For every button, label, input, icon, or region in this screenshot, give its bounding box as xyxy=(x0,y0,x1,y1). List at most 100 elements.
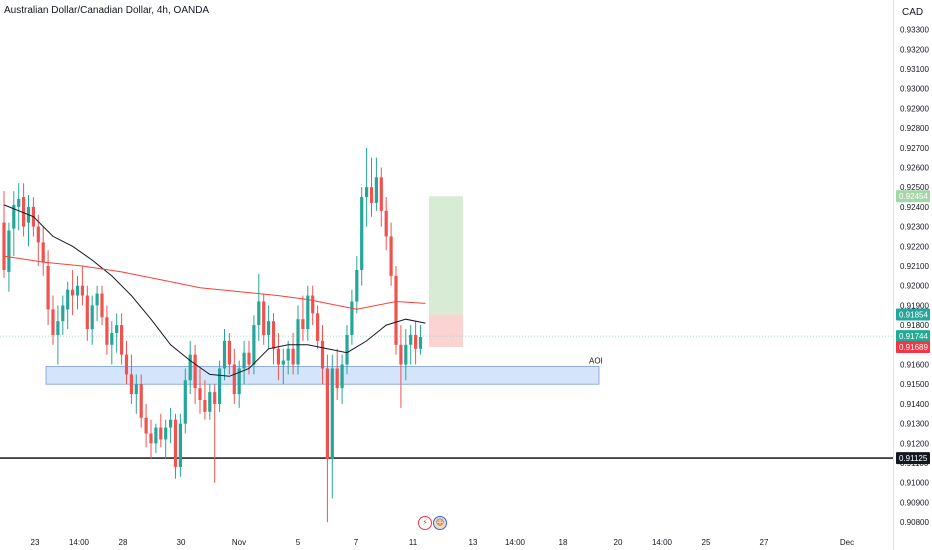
price-tick: 0.91800 xyxy=(900,321,929,330)
candle xyxy=(56,305,60,365)
candle-body xyxy=(360,197,364,270)
candle-body xyxy=(335,368,339,389)
candle xyxy=(374,157,378,211)
candle xyxy=(355,256,359,314)
candle-body xyxy=(355,269,359,302)
candle-body xyxy=(286,348,290,361)
candle-body xyxy=(61,305,65,322)
candle xyxy=(276,332,280,381)
candle-body xyxy=(399,344,403,365)
last-price-label-text: 0.91744 xyxy=(899,332,928,341)
candle xyxy=(369,157,374,217)
candle-body xyxy=(237,368,241,395)
price-tick: 0.93100 xyxy=(900,65,929,74)
candle-body xyxy=(291,348,295,365)
price-tick: 0.91600 xyxy=(900,361,929,370)
time-tick: 13 xyxy=(469,538,478,547)
candle-body xyxy=(384,210,388,237)
candle-body xyxy=(173,419,178,467)
candle xyxy=(384,197,388,251)
stop-zone xyxy=(429,314,463,347)
price-tick: 0.92000 xyxy=(900,282,929,291)
price-tick: 0.91900 xyxy=(900,301,929,310)
candle xyxy=(404,329,408,381)
candle-body xyxy=(56,321,60,335)
candle-body xyxy=(281,360,285,365)
price-tick: 0.90800 xyxy=(900,518,929,527)
candle xyxy=(17,183,21,231)
candle xyxy=(26,195,31,247)
time-tick: 14:00 xyxy=(505,538,526,547)
candle xyxy=(75,275,80,310)
candle xyxy=(124,340,129,385)
candle xyxy=(222,329,227,381)
price-tick: 0.91400 xyxy=(900,400,929,409)
candle xyxy=(350,289,354,345)
time-tick: 28 xyxy=(119,538,128,547)
candle xyxy=(399,325,403,408)
candle-body xyxy=(301,319,305,330)
candle-body xyxy=(100,293,104,318)
flash-icon[interactable]: ⚡ xyxy=(418,516,432,530)
candle xyxy=(394,266,398,355)
candle-body xyxy=(271,321,276,349)
time-tick: 18 xyxy=(559,538,568,547)
candle-body xyxy=(198,388,202,400)
candle xyxy=(237,360,241,408)
last-price-label: 0.91744 xyxy=(896,330,930,343)
candle-body xyxy=(110,332,114,345)
candle xyxy=(183,368,187,434)
candle xyxy=(291,332,295,375)
candle xyxy=(115,313,119,353)
candle-body xyxy=(242,352,246,369)
target-level-label-text: 0.91854 xyxy=(899,310,928,319)
candle xyxy=(80,266,84,306)
candle-body xyxy=(306,295,310,330)
candle-body xyxy=(345,334,349,365)
candle xyxy=(345,325,349,375)
candle xyxy=(95,285,99,322)
candle-body xyxy=(12,204,16,229)
candle-body xyxy=(330,368,334,460)
stop-level-label-text: 0.91689 xyxy=(899,343,928,352)
candle xyxy=(208,384,212,420)
candle-body xyxy=(164,427,168,440)
avatar-icon[interactable]: ☺ xyxy=(433,516,447,530)
candle xyxy=(2,191,6,278)
candle-body xyxy=(90,305,94,330)
candle xyxy=(409,325,413,365)
candle xyxy=(227,332,231,375)
price-tick: 0.92500 xyxy=(900,183,929,192)
candle-body xyxy=(71,289,75,296)
candle-body xyxy=(350,301,354,335)
support-level-label-text: 0.91125 xyxy=(899,454,928,463)
candle xyxy=(360,187,364,286)
candle-body xyxy=(80,285,84,296)
candle-body xyxy=(115,325,119,333)
candle-body xyxy=(2,222,6,270)
candle xyxy=(120,313,124,365)
time-tick: 20 xyxy=(614,538,623,547)
stop-level-label: 0.91689 xyxy=(896,340,930,353)
candle xyxy=(267,305,271,349)
candle xyxy=(110,321,114,365)
candle xyxy=(173,413,178,479)
price-tick: 0.92800 xyxy=(900,124,929,133)
upper-level-label-text: 0.92454 xyxy=(899,192,928,201)
candle-body xyxy=(320,340,325,369)
moving-average-fast xyxy=(3,204,426,377)
price-tick: 0.90900 xyxy=(900,498,929,507)
candle-body xyxy=(213,392,217,404)
upper-level-label-bg xyxy=(896,190,930,203)
candle-body xyxy=(66,289,70,310)
candle-body xyxy=(17,199,21,207)
candle xyxy=(286,340,290,375)
candle-body xyxy=(276,348,280,365)
candle xyxy=(311,285,315,326)
time-tick: 25 xyxy=(702,538,711,547)
candle-body xyxy=(134,384,138,395)
candle xyxy=(389,222,393,286)
time-tick: 11 xyxy=(409,538,418,547)
candle xyxy=(149,419,153,460)
